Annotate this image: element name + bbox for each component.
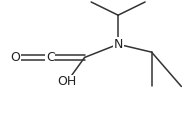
Text: OH: OH [57,75,77,88]
Text: N: N [113,38,123,51]
Text: O: O [10,51,20,64]
Text: C: C [46,51,55,64]
